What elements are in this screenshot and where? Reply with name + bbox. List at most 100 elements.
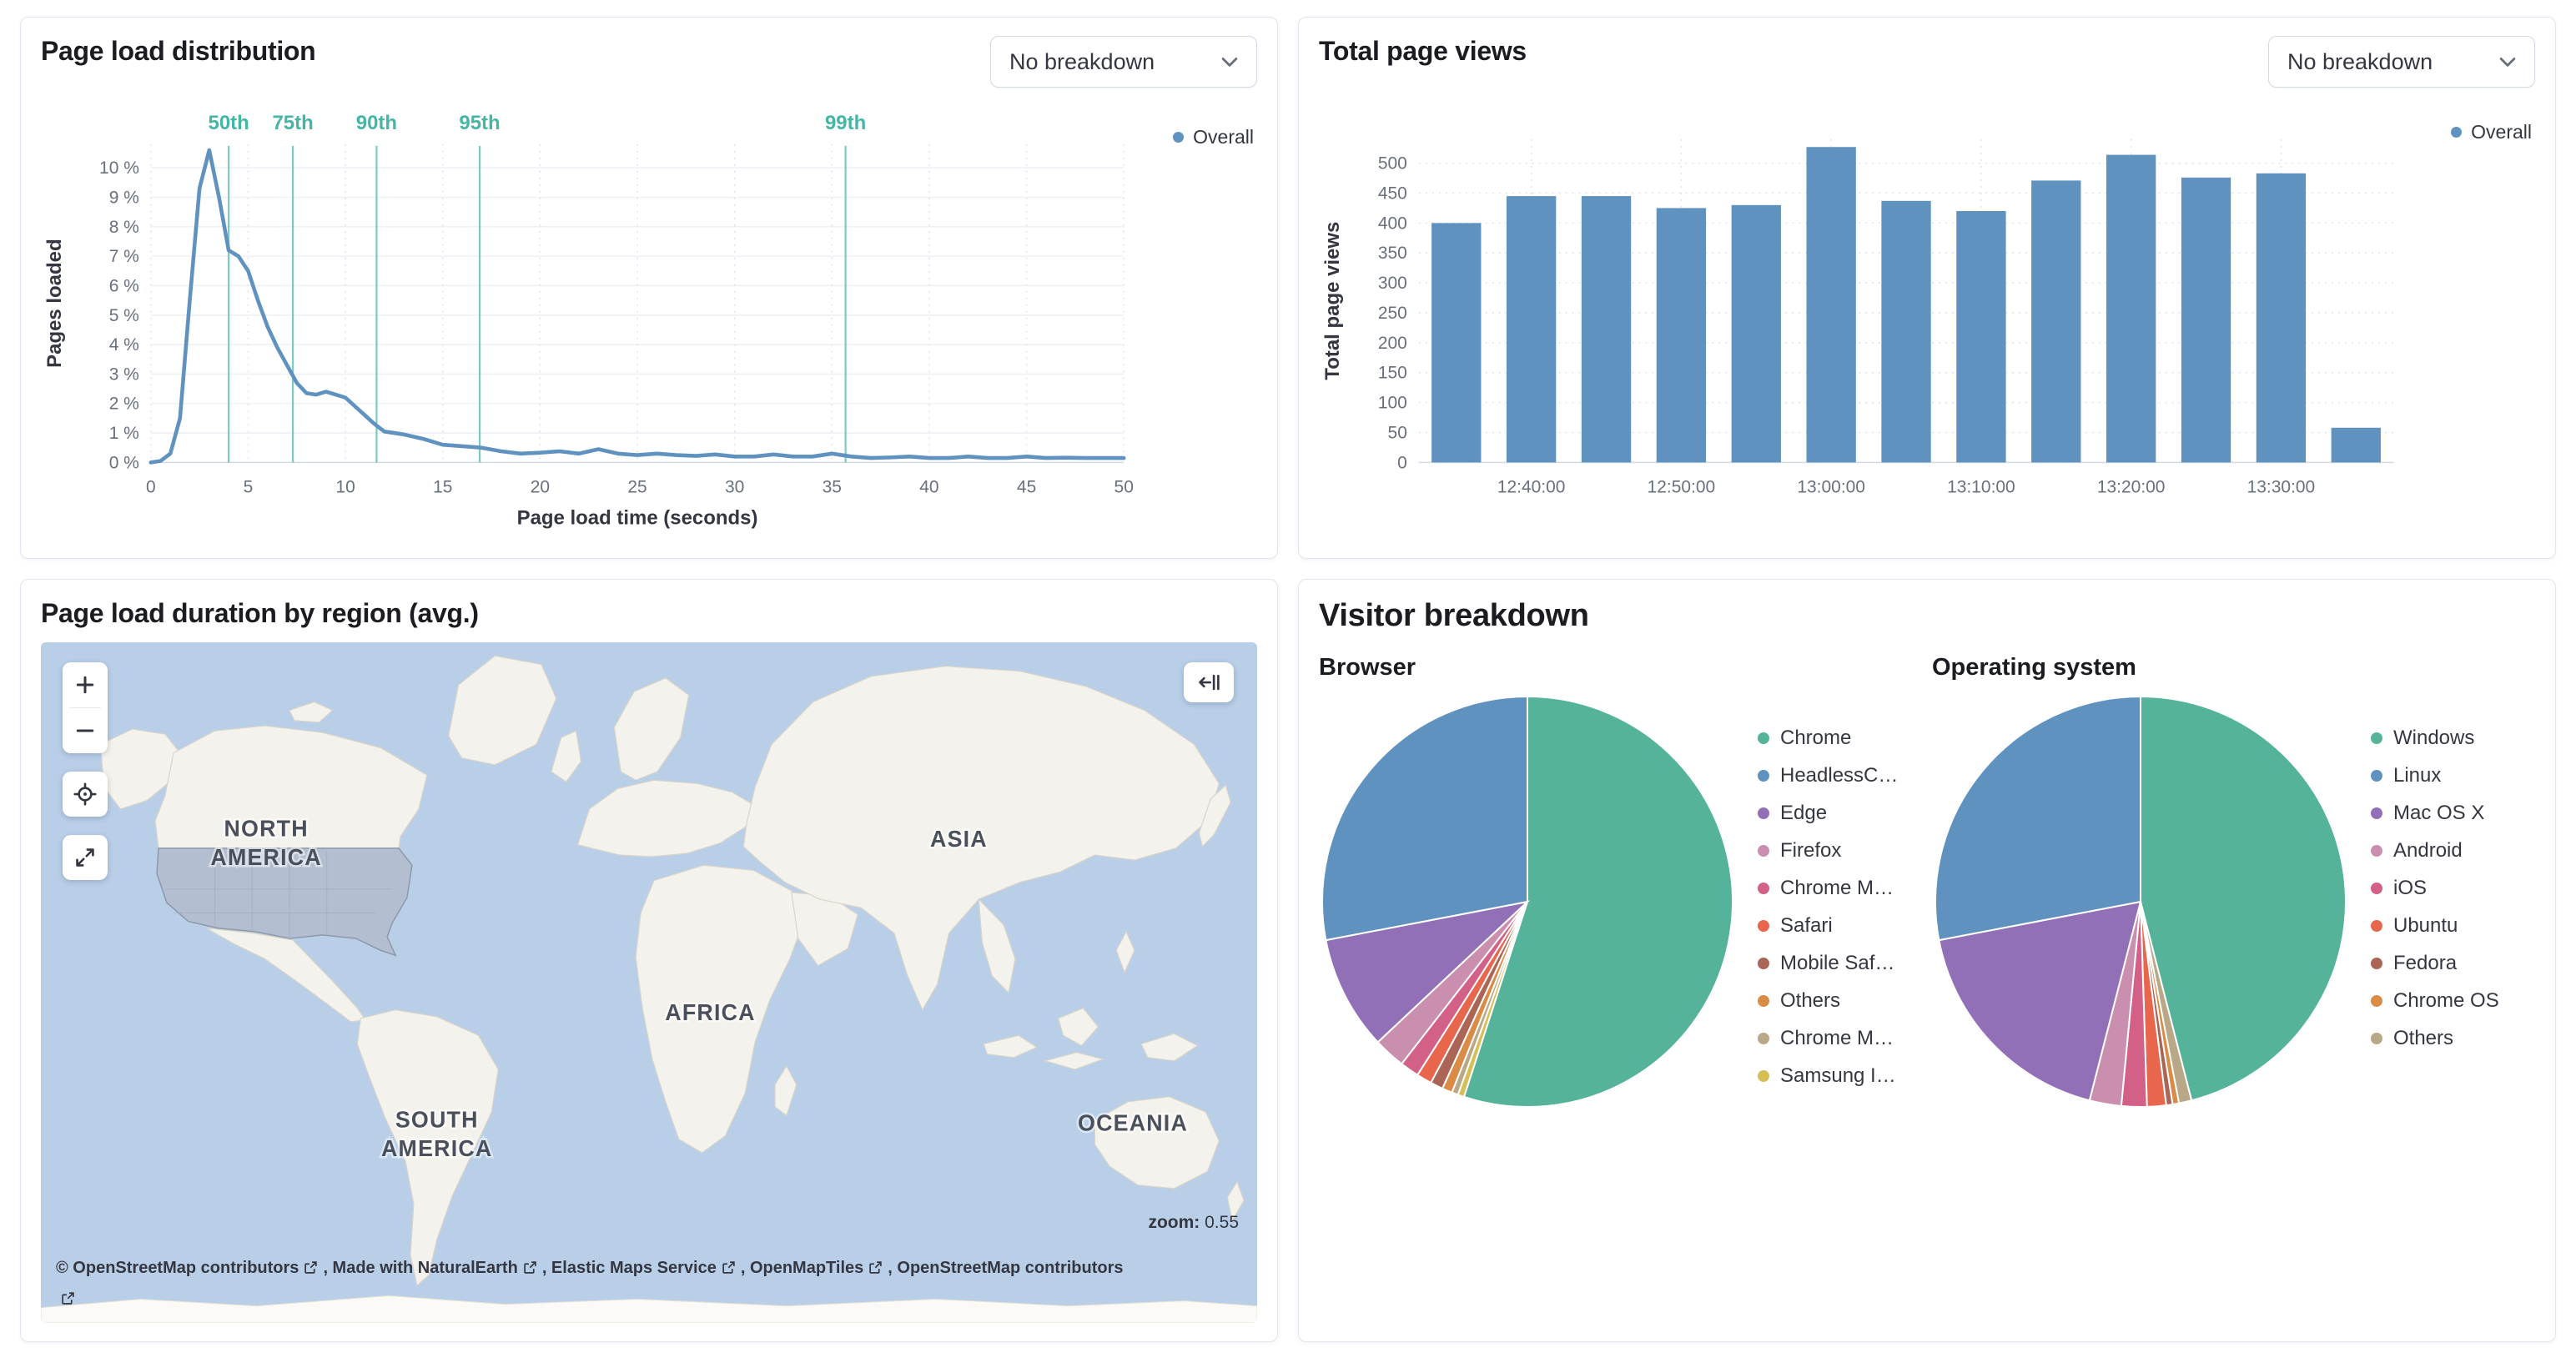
mexico-central-america-landmass: [206, 928, 367, 1023]
legend-dot: [1758, 883, 1769, 894]
pie-legend-item[interactable]: Chrome M…: [1758, 877, 1898, 900]
pie-legend-item[interactable]: Safari: [1758, 914, 1898, 938]
pie-legend-item[interactable]: Others: [2371, 1027, 2499, 1050]
external-link-icon: [304, 1261, 318, 1274]
zoom-in-button[interactable]: [63, 662, 108, 707]
label-asia: ASIA: [930, 825, 988, 851]
y-axis-tick: 500: [1378, 154, 1407, 174]
bar-chart-area: 0 50 100 150 200 250 300 350 400 450 500 12:40:00 12…: [1319, 91, 2535, 540]
percentile-label: 99th: [825, 112, 866, 134]
breakdown-select[interactable]: No breakdown: [990, 36, 1257, 88]
legend-label: Chrome: [1780, 727, 1852, 749]
pie-legend-item[interactable]: HeadlessC…: [1758, 764, 1898, 787]
overall-series-line: [148, 148, 1126, 465]
antarctica-landmass: [41, 1295, 1257, 1323]
bar: [1581, 196, 1632, 463]
browser-pie-block: Browser Chrome HeadlessC… Edge Firefox Chrom…: [1319, 634, 1922, 1110]
legend-dot: [1758, 732, 1769, 744]
sumatra-java-landmass: [983, 1034, 1039, 1059]
bar: [1431, 223, 1482, 463]
breakdown-select[interactable]: No breakdown: [2268, 36, 2535, 88]
usa-landmass: [156, 847, 413, 957]
pie-legend-item[interactable]: Linux: [2371, 764, 2499, 787]
arctic-island: [289, 701, 334, 723]
pie-slice[interactable]: [1935, 695, 2141, 942]
legend-dot: [2371, 1033, 2382, 1044]
legend-dot: [1758, 845, 1769, 857]
chart-legend-overall[interactable]: Overall: [1173, 126, 1254, 148]
pie-slice[interactable]: [1325, 900, 1531, 1044]
legend-label: Linux: [2393, 764, 2442, 787]
bar: [1731, 204, 1781, 463]
y-axis-tick: 200: [1378, 334, 1407, 353]
chart-legend-overall[interactable]: Overall: [2451, 121, 2532, 143]
attribution-link[interactable]: , Elastic Maps Service: [542, 1259, 741, 1277]
pie-legend-item[interactable]: Ubuntu: [2371, 914, 2499, 938]
zoom-label: zoom:: [1148, 1213, 1200, 1232]
pie-slice[interactable]: [1938, 900, 2142, 1102]
minus-icon: [76, 729, 94, 732]
y-axis-tick: 3 %: [109, 365, 139, 384]
panel-header: Total page views No breakdown: [1319, 36, 2535, 88]
y-axis-title: Total page views: [1321, 222, 1344, 380]
world-map[interactable]: NORTH AMERICA ASIA AFRICA SOUTH AMERICA …: [41, 642, 1257, 1323]
pie-legend-item[interactable]: iOS: [2371, 877, 2499, 900]
pie-legend-item[interactable]: Others: [1758, 989, 1898, 1013]
y-axis-tick: 400: [1378, 214, 1407, 233]
map-canvas: NORTH AMERICA ASIA AFRICA SOUTH AMERICA …: [41, 655, 1257, 1323]
x-axis-tick: 10: [335, 477, 355, 496]
legend-label: HeadlessC…: [1780, 764, 1899, 787]
pie-legend-item[interactable]: Mac OS X: [2371, 802, 2499, 825]
y-axis-tick: 8 %: [109, 218, 139, 237]
expand-button[interactable]: [63, 835, 108, 880]
attribution-link[interactable]: , OpenMapTiles: [741, 1259, 888, 1277]
attribution-link[interactable]: © OpenStreetMap contributors: [56, 1259, 323, 1277]
japan-landmass: [1198, 784, 1231, 847]
legend-label: Chrome M…: [1780, 1027, 1894, 1049]
locate-button[interactable]: [63, 772, 108, 817]
pie-legend-item[interactable]: Chrome OS: [2371, 989, 2499, 1013]
pie-charts-row: Browser Chrome HeadlessC… Edge Firefox Chrom…: [1319, 634, 2535, 1110]
pie-legend-item[interactable]: Edge: [1758, 802, 1898, 825]
legend-label: Firefox: [1780, 839, 1842, 862]
os-pie-block: Operating system Windows Linux Mac OS X And…: [1932, 634, 2535, 1110]
pie-legend-item[interactable]: Samsung I…: [1758, 1064, 1898, 1088]
legend-label: Overall: [1193, 126, 1254, 148]
y-axis-tick: 0 %: [109, 453, 139, 472]
external-link-icon: [869, 1261, 883, 1274]
legend-label: iOS: [2393, 877, 2428, 899]
y-axis-tick: 150: [1378, 364, 1407, 383]
attribution-link[interactable]: , Made with NaturalEarth: [323, 1259, 541, 1277]
attribution-text: , Made with NaturalEarth: [323, 1259, 518, 1277]
browser-subtitle: Browser: [1319, 654, 1416, 681]
indochina-landmass: [978, 898, 1016, 994]
pie-legend-item[interactable]: Firefox: [1758, 839, 1898, 863]
bar: [2331, 427, 2381, 463]
pie-legend-item[interactable]: Chrome M…: [1758, 1027, 1898, 1050]
y-axis-tick: 0: [1397, 453, 1407, 472]
pie-legend-item[interactable]: Fedora: [2371, 952, 2499, 975]
pie-legend-item[interactable]: Windows: [2371, 727, 2499, 750]
map-controls: [63, 662, 108, 880]
philippines-landmass: [1115, 930, 1135, 974]
label-africa: AFRICA: [665, 999, 755, 1025]
y-axis-tick: 9 %: [109, 188, 139, 207]
legend-dot: [1758, 920, 1769, 932]
pie-legend-item[interactable]: Chrome: [1758, 727, 1898, 750]
legend-label: Mobile Saf…: [1780, 952, 1895, 974]
pie-legend-item[interactable]: Mobile Saf…: [1758, 952, 1898, 975]
plus-icon: [76, 676, 94, 694]
label-north-america-line2: AMERICA: [210, 844, 321, 870]
bar: [1506, 196, 1557, 463]
y-axis-tick: 350: [1378, 244, 1407, 263]
zoom-value: 0.55: [1205, 1213, 1239, 1232]
pie-slice[interactable]: [1462, 695, 1733, 1108]
pie-slice[interactable]: [1321, 695, 1528, 942]
pie-legend-item[interactable]: Android: [2371, 839, 2499, 863]
visitor-breakdown-title: Visitor breakdown: [1319, 598, 1589, 633]
legend-toggle-button[interactable]: [1184, 662, 1234, 702]
external-link-icon: [722, 1261, 735, 1274]
pie-slice[interactable]: [2140, 695, 2347, 1102]
zoom-out-button[interactable]: [63, 708, 108, 753]
attribution-link[interactable]: , OpenStreetMap contributors: [56, 1259, 1124, 1308]
